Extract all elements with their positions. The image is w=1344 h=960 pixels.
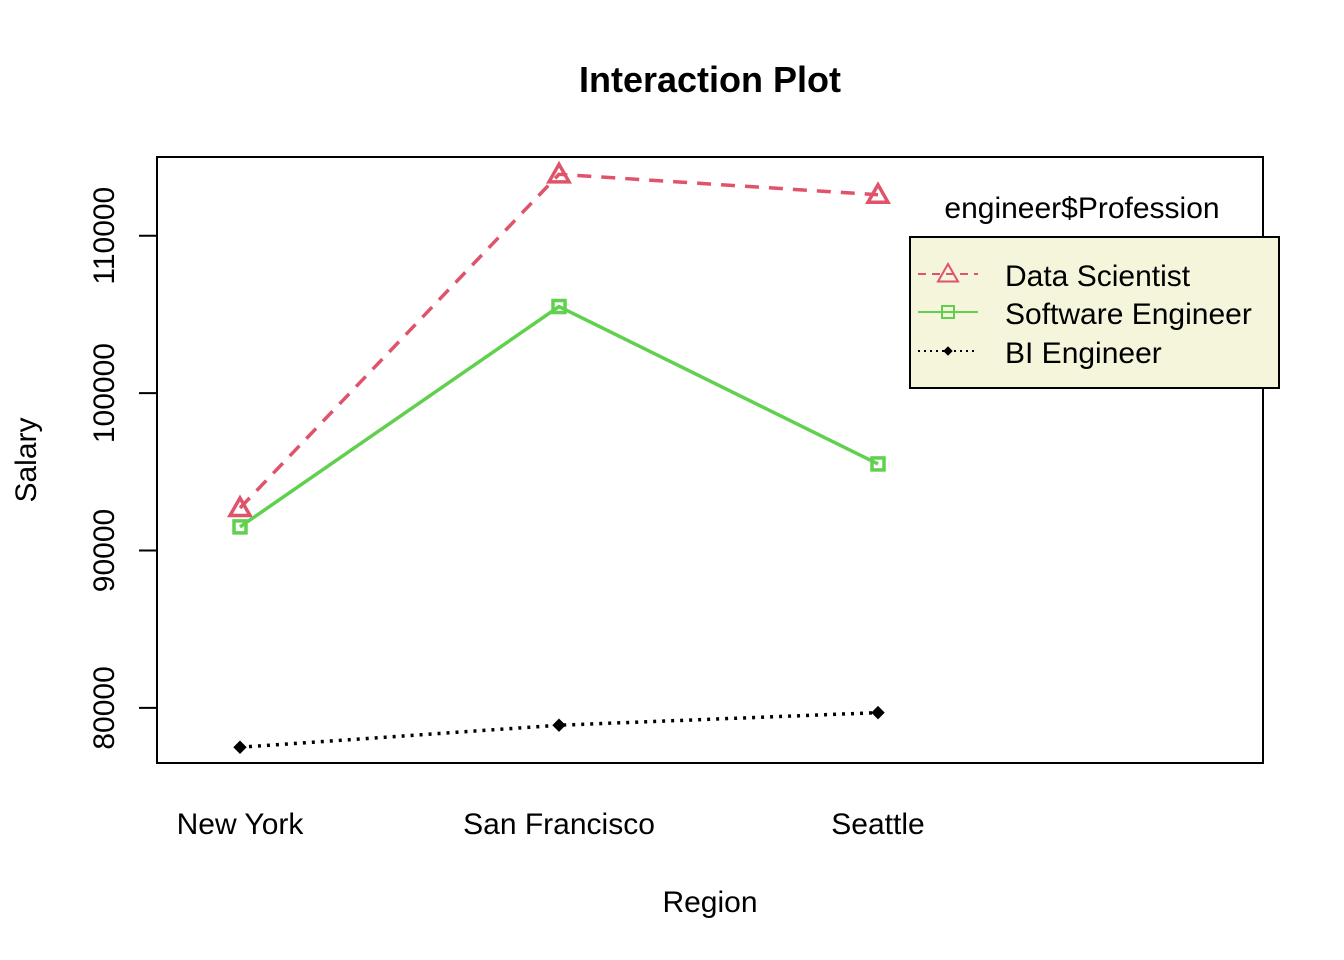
y-tick-label: 100000 xyxy=(88,343,121,443)
x-axis-tick-labels: New York San Francisco Seattle xyxy=(177,808,925,841)
legend-title: engineer$Profession xyxy=(944,192,1219,225)
legend-entry: Data Scientist xyxy=(918,260,1191,293)
series-software-engineer xyxy=(232,298,886,535)
data-point-marker xyxy=(545,160,573,184)
chart-title: Interaction Plot xyxy=(579,59,841,100)
x-axis-title: Region xyxy=(662,886,757,919)
series-line xyxy=(239,304,879,529)
legend-marker xyxy=(936,261,960,283)
x-tick-label: Seattle xyxy=(831,808,924,841)
legend-marker xyxy=(941,305,955,319)
data-point-marker xyxy=(552,718,566,732)
data-point-marker xyxy=(864,181,892,205)
y-axis: 80000 90000 100000 110000 xyxy=(88,187,158,750)
legend-entry: Software Engineer xyxy=(918,298,1252,331)
series-data-scientist xyxy=(226,160,892,518)
legend-entries: Data Scientist Software Engineer BI Engine… xyxy=(918,260,1252,370)
legend-marker xyxy=(943,346,953,356)
x-tick-label: San Francisco xyxy=(463,808,655,841)
series-layer xyxy=(226,160,892,754)
data-point-marker xyxy=(551,298,567,315)
y-tick-label: 80000 xyxy=(88,666,121,749)
x-tick-label: New York xyxy=(177,808,305,841)
legend-label: Software Engineer xyxy=(1005,298,1252,331)
data-point-marker xyxy=(870,456,886,472)
series-line xyxy=(238,172,879,510)
series-line xyxy=(239,710,879,750)
data-point-marker xyxy=(232,519,248,535)
data-point-marker xyxy=(233,740,247,754)
y-axis-title: Salary xyxy=(10,417,43,502)
data-point-marker xyxy=(871,705,885,720)
series-bi-engineer xyxy=(233,705,885,754)
y-tick-label: 90000 xyxy=(88,509,121,592)
legend-label: Data Scientist xyxy=(1005,260,1191,293)
legend: engineer$Profession Data Scientist Softwa… xyxy=(909,192,1280,389)
legend-entry: BI Engineer xyxy=(918,337,1162,370)
legend-label: BI Engineer xyxy=(1005,337,1162,370)
y-tick-label: 110000 xyxy=(88,187,121,285)
data-point-marker xyxy=(226,494,254,518)
